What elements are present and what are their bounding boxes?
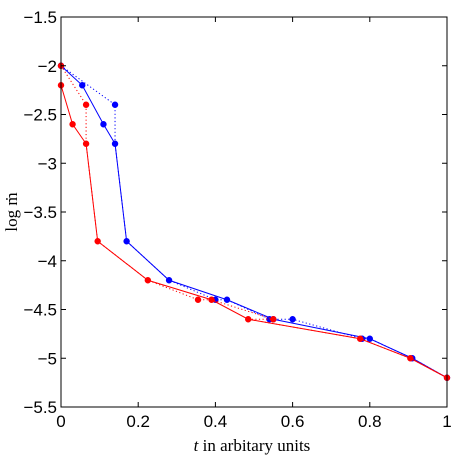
data-point	[289, 316, 296, 323]
x-tick-label: 0.2	[126, 412, 150, 431]
x-tick-label: 0.8	[358, 412, 382, 431]
x-axis-label-text: in arbitary units	[198, 436, 310, 455]
plot-background	[61, 17, 447, 407]
x-axis-label: t in arbitary units	[194, 436, 311, 455]
data-point	[82, 101, 90, 108]
data-point	[123, 238, 130, 245]
y-tick-label: −3	[38, 154, 57, 173]
data-point	[366, 335, 373, 342]
y-tick-label: −5	[38, 349, 57, 368]
data-point	[245, 316, 252, 323]
y-tick-label: −5.5	[23, 398, 57, 417]
data-point	[223, 296, 231, 303]
y-tick-label: −2.5	[23, 106, 57, 125]
data-point	[79, 82, 86, 89]
x-tick-label: 0.6	[281, 412, 305, 431]
data-point	[270, 316, 277, 323]
y-tick-label: −4.5	[23, 301, 57, 320]
plot-frame	[60, 16, 448, 408]
y-tick-label: −3.5	[23, 203, 57, 222]
y-tick-label: −1.5	[23, 8, 57, 27]
data-point	[111, 101, 119, 108]
y-axis-label: log ṁ	[2, 192, 21, 231]
data-point	[100, 121, 107, 128]
y-tick-label: −4	[38, 252, 57, 271]
data-point	[194, 296, 202, 303]
data-point	[94, 238, 101, 245]
data-point	[111, 140, 119, 147]
x-tick-label: 0.4	[204, 412, 228, 431]
data-point	[165, 277, 173, 284]
data-point	[208, 296, 215, 303]
data-point	[82, 140, 90, 147]
x-tick-label: 1	[442, 412, 451, 431]
x-axis-label-var: t	[194, 436, 200, 455]
tick-labels-layer: 0 0.2 0.4 0.6 0.8 1 −1.5 −2 −2.5 −3 −3.5 −4 −4.5 −5 −5…	[23, 8, 451, 431]
data-point	[407, 355, 414, 362]
y-tick-label: −2	[38, 57, 57, 76]
series-layer	[57, 62, 451, 381]
series-line	[60, 85, 448, 379]
x-tick-label: 0	[56, 412, 65, 431]
data-point	[69, 121, 76, 128]
data-point	[356, 335, 364, 342]
data-point	[144, 277, 152, 284]
